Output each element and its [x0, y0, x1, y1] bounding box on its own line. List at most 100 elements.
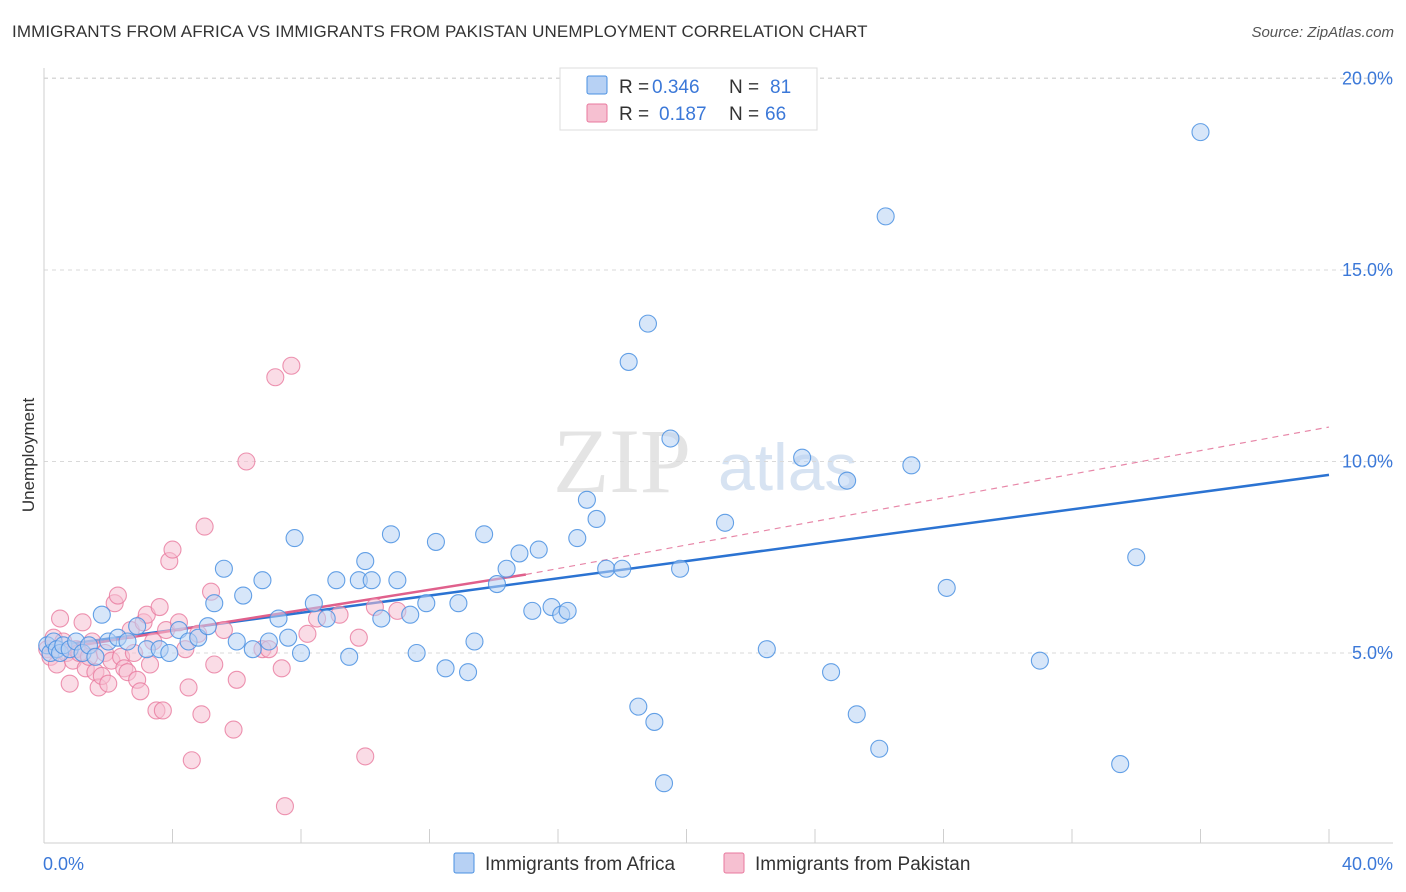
chart-title: IMMIGRANTS FROM AFRICA VS IMMIGRANTS FRO…	[12, 22, 868, 41]
watermark-atlas: atlas	[718, 430, 857, 504]
y-tick-label: 10.0%	[1342, 452, 1393, 472]
africa-point	[638, 314, 658, 333]
pakistan-point	[99, 674, 118, 693]
pakistan-point	[153, 701, 172, 720]
africa-point	[1030, 651, 1049, 670]
africa-point	[160, 643, 179, 663]
africa-point	[619, 352, 638, 371]
africa-point	[937, 578, 956, 597]
africa-point	[304, 594, 323, 613]
africa-point	[838, 471, 857, 490]
africa-point	[613, 559, 632, 578]
africa-point	[645, 712, 664, 731]
pakistan-point	[227, 670, 246, 689]
africa-point	[847, 705, 866, 724]
africa-point	[497, 559, 516, 578]
africa-point	[568, 529, 587, 548]
pakistan-point	[60, 674, 79, 693]
africa-point	[715, 513, 735, 532]
pakistan-point	[205, 655, 224, 674]
africa-point	[417, 594, 436, 613]
africa-n-value: 81	[770, 77, 791, 98]
africa-point	[205, 594, 224, 613]
africa-point	[362, 571, 381, 590]
africa-point	[285, 529, 304, 548]
africa-point	[118, 632, 137, 651]
africa-r-label: R =	[619, 77, 649, 98]
africa-point	[291, 643, 311, 663]
africa-point	[587, 509, 606, 529]
africa-point	[243, 640, 262, 659]
africa-point	[793, 448, 812, 467]
africa-point	[381, 525, 401, 544]
africa-point	[253, 571, 272, 590]
bottom-legend-africa-swatch	[453, 852, 475, 874]
bottom-legend-africa-label: Immigrants from Africa	[485, 854, 675, 875]
africa-point	[487, 575, 507, 594]
africa-point	[876, 207, 895, 226]
africa-point	[227, 632, 246, 651]
pakistan-point	[140, 655, 160, 674]
y-tick-label: 15.0%	[1342, 260, 1393, 280]
africa-point	[671, 559, 690, 578]
pakistan-point	[356, 747, 375, 766]
africa-point	[465, 632, 484, 651]
stats-legend: R = 0.346 N = 81 R = 0.187 N = 66	[559, 67, 818, 131]
pakistan-point	[195, 517, 214, 536]
africa-point	[523, 601, 542, 620]
africa-point	[1191, 123, 1210, 142]
africa-point	[234, 586, 253, 605]
africa-point	[449, 594, 468, 613]
africa-point	[198, 617, 217, 636]
africa-point	[259, 632, 278, 651]
africa-point	[269, 609, 288, 628]
pakistan-point	[272, 659, 291, 678]
africa-point	[475, 525, 494, 544]
pakistan-point	[237, 452, 256, 471]
pakistan-point	[349, 628, 368, 647]
africa-point	[436, 659, 455, 678]
africa-point	[279, 628, 298, 647]
pakistan-r-value: 0.187	[659, 104, 707, 125]
africa-point	[356, 552, 375, 571]
africa-point	[388, 571, 407, 590]
pakistan-point	[275, 797, 294, 816]
source-label: Source: ZipAtlas.com	[1251, 24, 1394, 41]
pakistan-point	[192, 705, 211, 724]
pakistan-point	[224, 720, 243, 739]
bottom-legend-pakistan-swatch	[723, 852, 745, 874]
africa-point	[128, 617, 147, 636]
africa-point	[426, 532, 445, 551]
bottom-legend-pakistan-label: Immigrants from Pakistan	[755, 854, 970, 875]
axes: 5.0% 10.0% 15.0% 20.0%	[43, 68, 1393, 844]
pakistan-r-label: R =	[619, 104, 649, 125]
africa-point	[372, 609, 391, 628]
y-tick-label: 5.0%	[1352, 643, 1393, 663]
y-axis-label: Unemployment	[19, 398, 38, 513]
africa-point	[214, 559, 233, 578]
africa-point	[86, 647, 105, 666]
africa-point	[401, 605, 420, 624]
africa-point	[529, 540, 548, 559]
africa-point	[407, 643, 426, 663]
pakistan-n-value: 66	[765, 104, 786, 125]
grid-lines	[44, 77, 1393, 654]
africa-n-label: N =	[729, 77, 759, 98]
pakistan-trend-extension	[525, 426, 1330, 576]
pakistan-point	[150, 597, 169, 617]
africa-point	[661, 429, 680, 448]
pakistan-point	[266, 368, 285, 387]
pakistan-n-label: N =	[729, 104, 759, 125]
pakistan-point	[298, 624, 317, 643]
y-tick-label: 20.0%	[1342, 69, 1393, 89]
africa-point	[629, 697, 648, 716]
pakistan-point	[179, 678, 198, 697]
africa-trend-line	[43, 473, 1330, 649]
africa-point	[870, 739, 889, 758]
africa-r-value: 0.346	[652, 77, 700, 98]
africa-point	[902, 456, 921, 475]
africa-point	[558, 601, 577, 620]
africa-point	[822, 663, 841, 682]
africa-point	[1127, 548, 1146, 567]
